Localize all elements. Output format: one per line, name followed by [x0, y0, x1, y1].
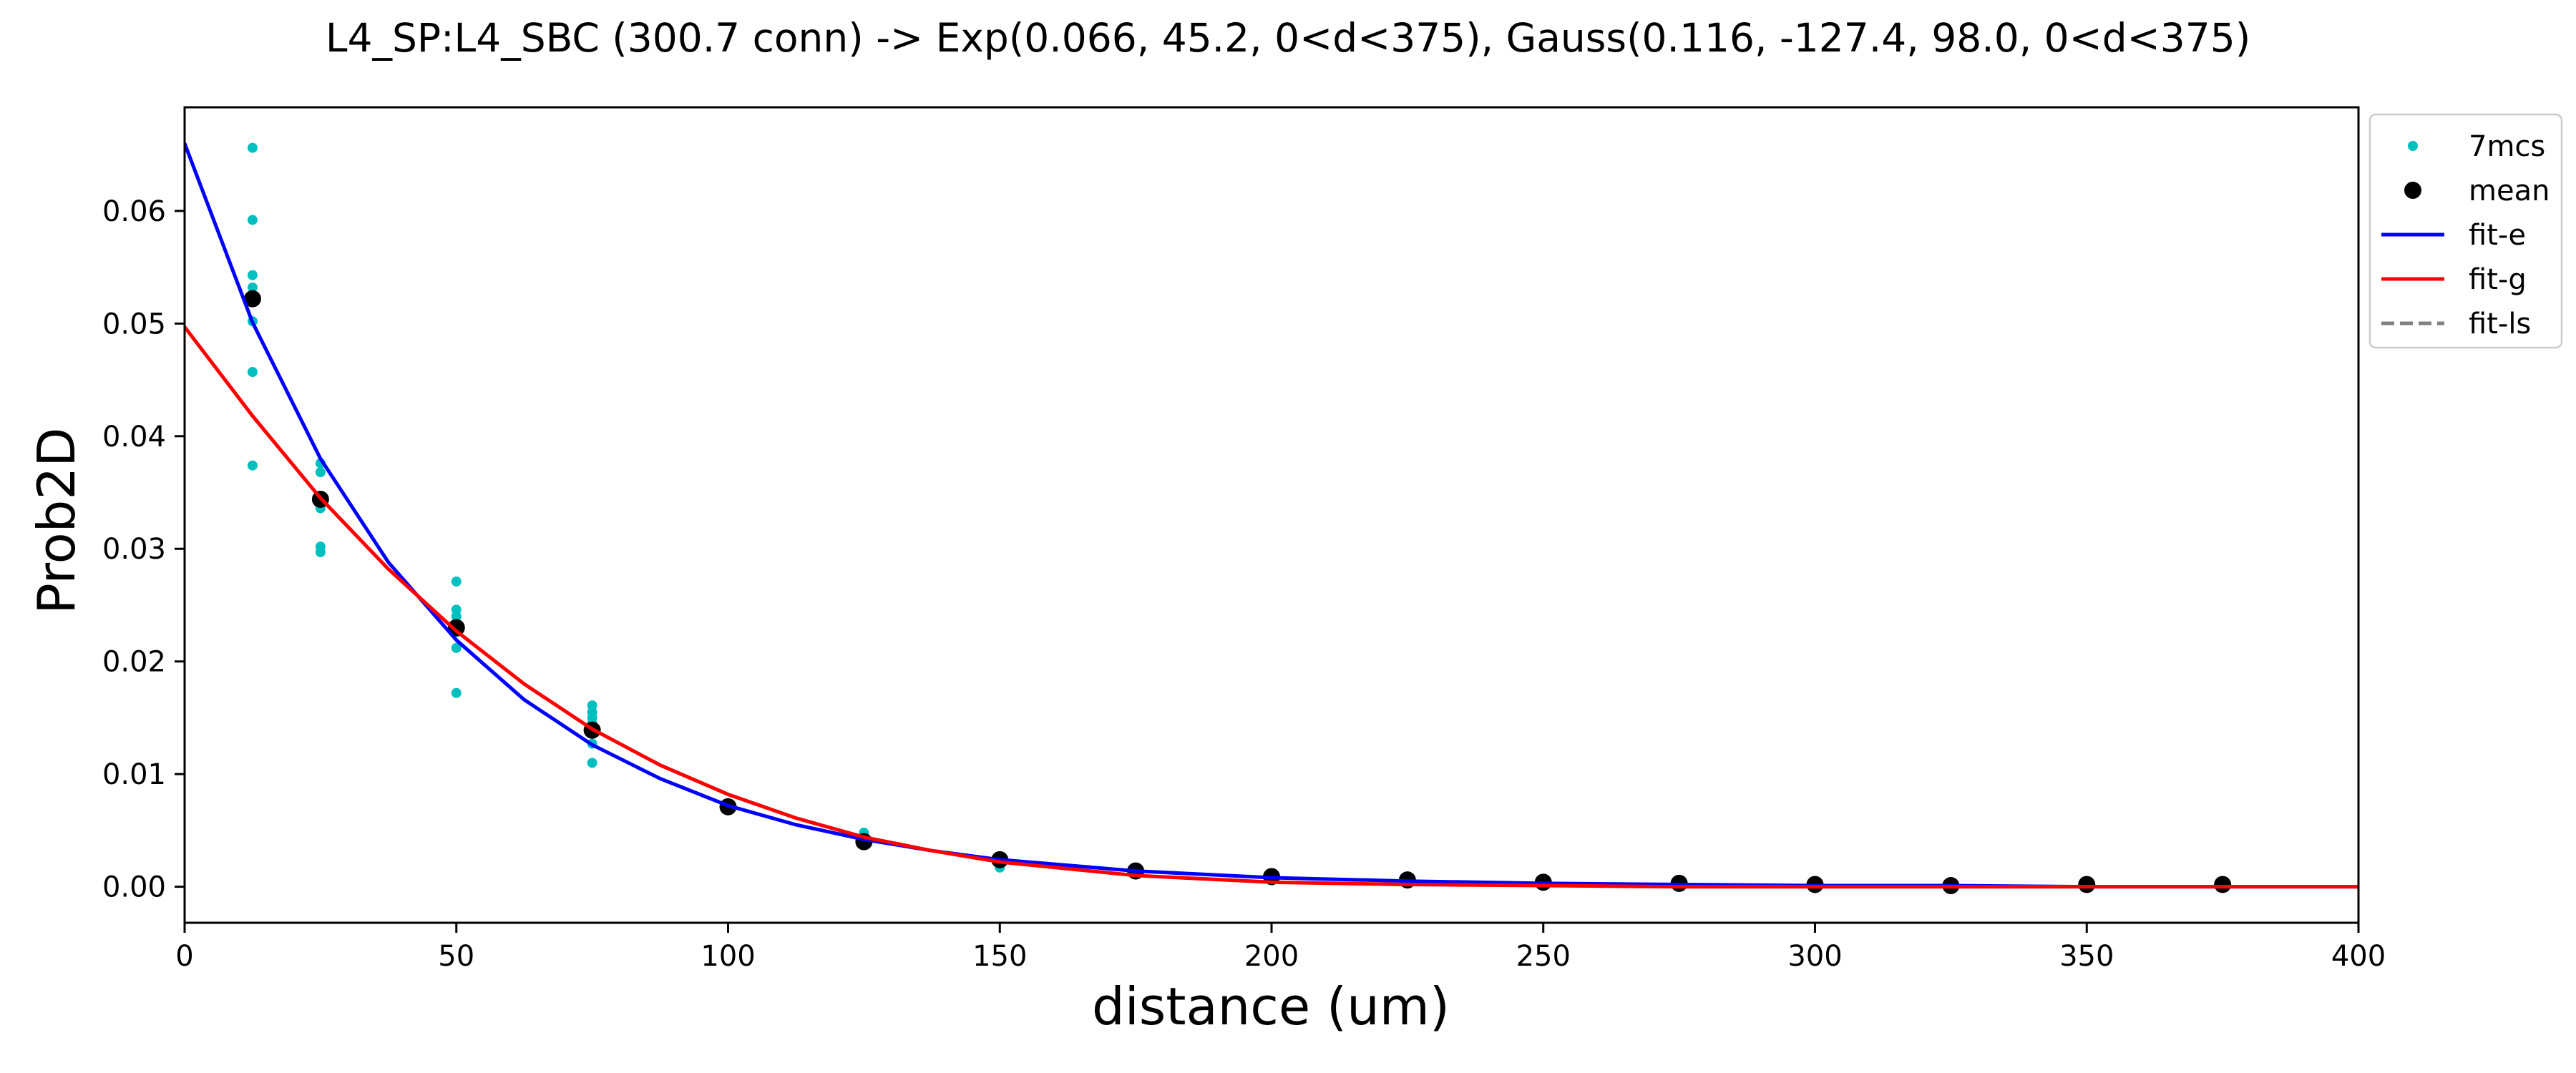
- x-axis-label: distance (um): [1092, 976, 1450, 1037]
- legend-marker-7mcs: [2408, 141, 2418, 151]
- x-tick-label: 250: [1516, 940, 1571, 973]
- data-point-7mcs: [247, 367, 258, 378]
- data-point-7mcs: [451, 576, 462, 587]
- data-point-7mcs: [315, 467, 326, 478]
- legend-label-mean: mean: [2469, 175, 2550, 207]
- data-point-7mcs: [247, 270, 258, 280]
- y-tick-label: 0.02: [102, 646, 166, 679]
- x-tick-label: 0: [175, 940, 193, 973]
- y-axis-label: Prob2D: [26, 427, 87, 614]
- data-point-mean: [2214, 876, 2232, 893]
- x-tick-label: 200: [1244, 940, 1299, 973]
- data-point-7mcs: [247, 282, 258, 293]
- data-point-mean: [243, 290, 261, 308]
- data-point-7mcs: [247, 460, 258, 471]
- y-tick-label: 0.06: [102, 195, 166, 228]
- y-tick-label: 0.00: [102, 871, 166, 904]
- x-tick-label: 300: [1787, 940, 1842, 973]
- legend-frame: [2368, 113, 2563, 349]
- legend-label-fit-g: fit-g: [2469, 263, 2527, 296]
- data-point-7mcs: [247, 215, 258, 225]
- legend-label-fit-e: fit-e: [2469, 219, 2526, 252]
- x-tick-label: 100: [701, 940, 755, 973]
- x-tick-label: 150: [972, 940, 1027, 973]
- plot-frame: [183, 106, 2360, 924]
- data-point-7mcs: [247, 142, 258, 153]
- y-tick-label: 0.01: [102, 758, 166, 791]
- legend-marker-mean: [2404, 182, 2421, 199]
- x-tick-label: 350: [2059, 940, 2114, 973]
- data-point-7mcs: [587, 758, 597, 768]
- data-point-7mcs: [451, 642, 462, 653]
- data-point-7mcs: [451, 687, 462, 698]
- x-tick-label: 400: [2331, 940, 2386, 973]
- legend-label-7mcs: 7mcs: [2469, 130, 2545, 163]
- data-point-7mcs: [315, 547, 326, 557]
- series-line-fit-e: [185, 142, 2358, 889]
- x-tick-label: 50: [438, 940, 474, 973]
- legend-label-fit-ls: fit-ls: [2469, 308, 2531, 340]
- y-tick-label: 0.03: [102, 533, 166, 566]
- y-tick-label: 0.05: [102, 308, 166, 340]
- legend: 7mcs mean fit-e fit-g fit-ls: [2368, 113, 2563, 349]
- data-point-mean: [2078, 876, 2096, 893]
- chart-title: L4_SP:L4_SBC (300.7 conn) -> Exp(0.066, …: [326, 15, 2250, 61]
- series-line-fit-g: [185, 325, 2358, 889]
- y-tick-label: 0.04: [102, 421, 166, 454]
- data-point-mean: [447, 619, 465, 637]
- plot-area: 0 50 100 150 200 250 300 350 400 0.00 0.01 0.02 0.03…: [102, 106, 2386, 973]
- data-point-7mcs: [451, 611, 462, 622]
